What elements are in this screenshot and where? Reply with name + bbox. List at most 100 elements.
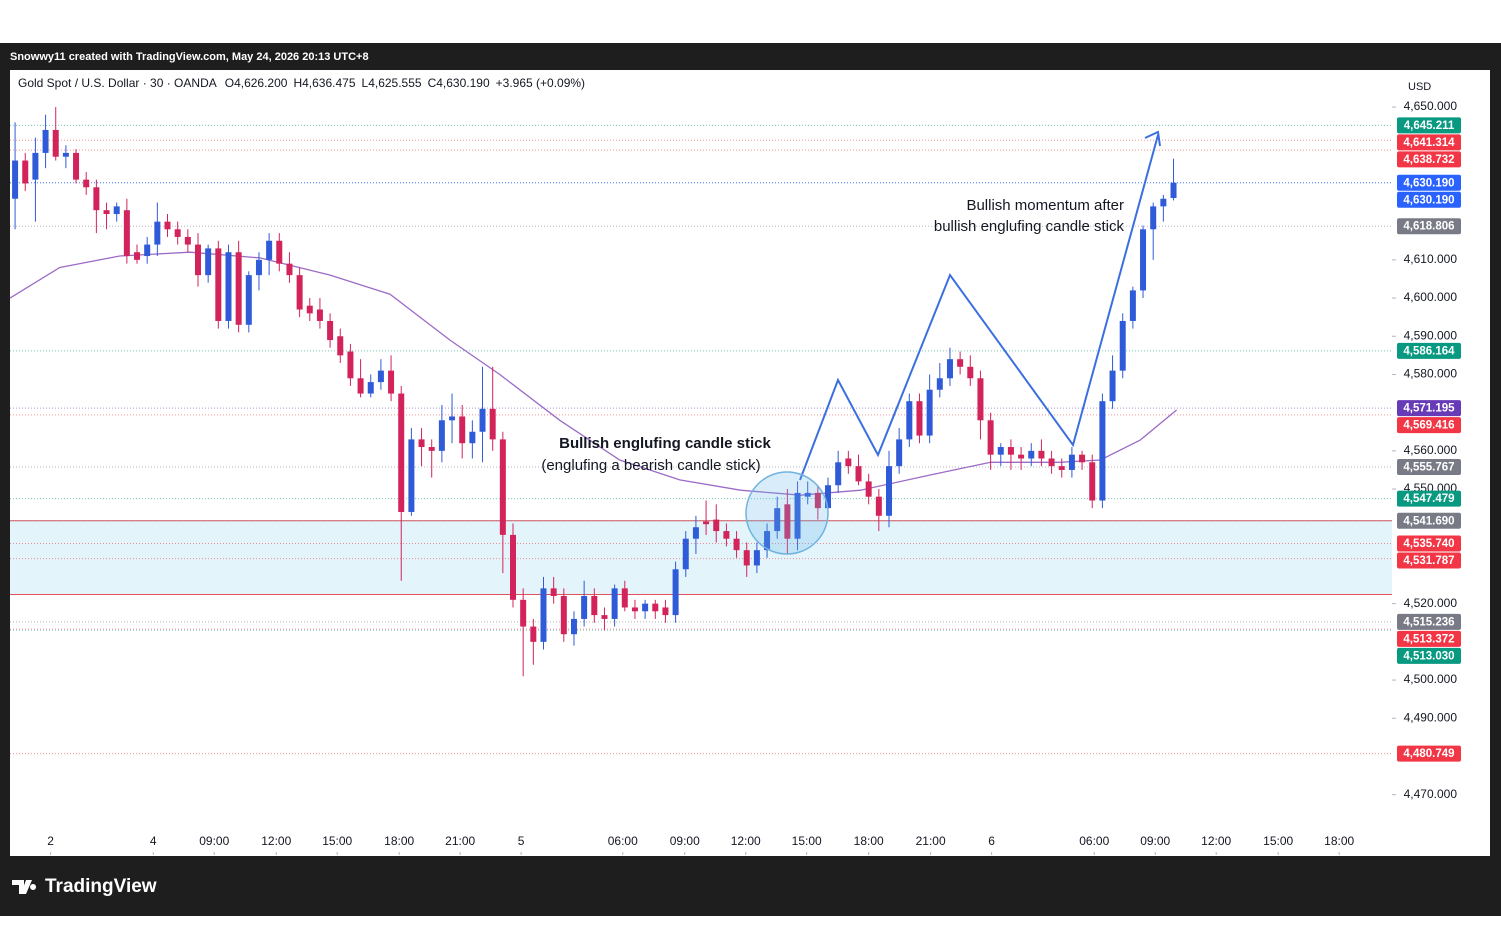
highlight-circle xyxy=(745,471,829,555)
candle-body xyxy=(672,569,679,616)
candle-body xyxy=(194,244,201,276)
candle-body xyxy=(1160,198,1167,207)
price-label-box xyxy=(1397,512,1461,529)
annotation: Bullish momentum after xyxy=(966,197,1124,214)
candle-body xyxy=(814,492,821,509)
x-tick-label: 09:00 xyxy=(1140,834,1170,848)
price-label: 4,480.749 xyxy=(1403,748,1454,760)
candle-body xyxy=(113,206,120,215)
annotation: (englufing a bearish candle stick) xyxy=(541,457,760,474)
candle-body xyxy=(611,588,618,619)
price-label-box xyxy=(1397,342,1461,359)
candle-body xyxy=(713,519,720,532)
candle-body xyxy=(1018,454,1025,459)
candle-body xyxy=(784,504,791,539)
x-tick-label: 15:00 xyxy=(1263,834,1293,848)
candle-body xyxy=(1079,454,1086,463)
candle-body xyxy=(631,607,638,612)
candle-body xyxy=(916,401,923,436)
x-tick-label: 12:00 xyxy=(1201,834,1231,848)
candle-body xyxy=(357,378,364,394)
price-label-box xyxy=(1397,218,1461,235)
candle-body xyxy=(184,236,191,245)
candle-body xyxy=(266,240,273,260)
candle-body xyxy=(347,351,354,379)
price-label: 4,513.030 xyxy=(1403,650,1454,662)
price-label: 4,541.690 xyxy=(1403,515,1454,527)
candle-body xyxy=(865,481,872,497)
candle-body xyxy=(936,378,943,390)
price-label: 4,630.190 xyxy=(1403,194,1454,206)
candle-body xyxy=(1170,182,1177,198)
candle-body xyxy=(62,152,69,157)
candle-body xyxy=(134,252,141,260)
candle-body xyxy=(42,129,49,153)
candle-body xyxy=(469,431,476,444)
ohlc-open: O4,626.200 xyxy=(225,76,288,90)
candle-body xyxy=(977,378,984,421)
candle-body xyxy=(499,439,506,535)
price-label-box xyxy=(1397,117,1461,134)
x-tick-label: 09:00 xyxy=(670,834,700,848)
y-tick-label: 4,600.000 xyxy=(1404,290,1458,304)
price-label: 4,586.164 xyxy=(1403,345,1455,357)
candle-body xyxy=(388,370,395,394)
candle-body xyxy=(621,588,628,608)
candle-body xyxy=(835,462,842,486)
ohlc-low: L4,625.555 xyxy=(362,76,422,90)
candle-body xyxy=(428,447,435,451)
candle-body xyxy=(296,275,303,310)
candle-body xyxy=(337,336,344,356)
candle-body xyxy=(642,603,649,612)
y-tick-label: 4,520.000 xyxy=(1404,596,1458,610)
candle-body xyxy=(367,382,374,394)
candle-body xyxy=(73,152,80,180)
candle-body xyxy=(245,275,252,325)
candle-body xyxy=(1150,206,1157,230)
price-label-box xyxy=(1397,174,1461,191)
candle-body xyxy=(764,531,771,551)
candle-body xyxy=(123,210,130,257)
candle-body xyxy=(449,416,456,421)
candle-body xyxy=(1089,462,1096,501)
x-tick-label: 21:00 xyxy=(916,834,946,848)
candle-body xyxy=(235,252,242,325)
candle-body xyxy=(906,401,913,440)
candle-body xyxy=(723,531,730,539)
candle-body xyxy=(205,248,212,276)
candle-body xyxy=(753,550,760,566)
price-label-box xyxy=(1397,745,1461,762)
price-label-box xyxy=(1397,490,1461,507)
candle-body xyxy=(520,599,527,627)
x-tick-label: 15:00 xyxy=(322,834,352,848)
price-label-box xyxy=(1397,417,1461,434)
price-label: 4,645.211 xyxy=(1404,120,1455,132)
price-label: 4,531.787 xyxy=(1403,555,1454,567)
candle-body xyxy=(662,607,669,616)
y-tick-label: 4,560.000 xyxy=(1404,443,1458,457)
candle-body xyxy=(408,439,415,512)
credit: Snowwy11 created with TradingView.com, M… xyxy=(10,51,369,63)
plot: 4,650.000 4,610.000 4,600.000 4,590.000 4,58… xyxy=(9,99,1461,855)
candle-body xyxy=(438,420,445,451)
y-tick-label: 4,500.000 xyxy=(1404,672,1458,686)
candle-body xyxy=(316,309,323,321)
candle-body xyxy=(957,359,964,367)
candle-body xyxy=(83,179,90,188)
price-label: 4,555.767 xyxy=(1403,462,1454,474)
candle-body xyxy=(855,466,862,482)
x-tick-label: 06:00 xyxy=(1079,834,1109,848)
candle-body xyxy=(510,534,517,600)
candle-body xyxy=(733,538,740,551)
candle-body xyxy=(215,248,222,321)
brand: TradingView xyxy=(45,876,157,897)
candle-body xyxy=(875,496,882,516)
x-tick-label: 18:00 xyxy=(384,834,414,848)
candle-body xyxy=(997,447,1004,455)
price-label: 4,547.479 xyxy=(1403,493,1454,505)
price-label-box xyxy=(1397,535,1461,552)
candle-body xyxy=(286,263,293,276)
candle-body xyxy=(398,393,405,512)
x-tick-label: 06:00 xyxy=(608,834,638,848)
